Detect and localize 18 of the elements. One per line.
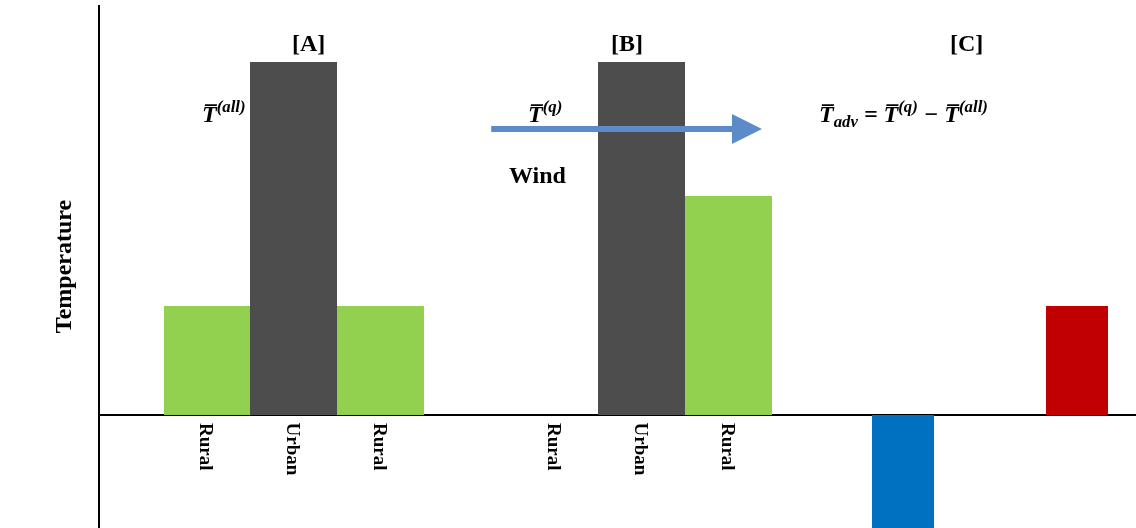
annotation: T̅$^{(all)}$ [202,97,246,128]
bar [164,306,250,415]
x-tick-label: Urban [283,422,305,476]
x-tick-label: Rural [195,423,217,471]
annotation: T̅$_{adv}$ = T̅$^{(q)}$ − T̅$^{(all)}$ [819,97,988,132]
y-axis-title: Temperature [49,199,76,334]
bar [250,62,337,415]
text: [A] [292,30,326,56]
text: [C] [950,30,984,56]
text: [B] [611,30,643,56]
annotation: T̅$^{(q)}$ [528,97,563,128]
bar [337,306,424,415]
x-tick-label: Rural [543,423,565,471]
x-tick-label: Rural [369,423,391,471]
x-tick-label: Rural [717,423,739,471]
bar [685,196,772,415]
annotation: Wind [509,162,567,188]
x-tick-label: Urban [631,422,653,476]
